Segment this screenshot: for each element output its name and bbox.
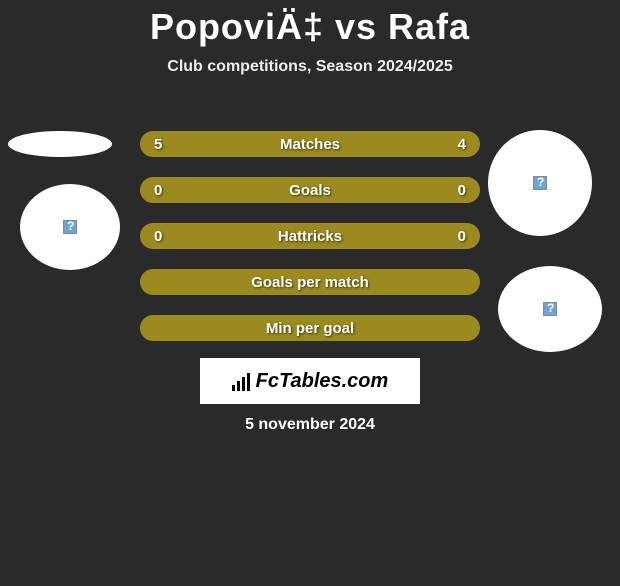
stat-label: Matches — [184, 136, 436, 153]
stat-row-matches: 5 Matches 4 — [140, 131, 480, 157]
stat-left-value: 5 — [154, 136, 184, 153]
subtitle: Club competitions, Season 2024/2025 — [0, 58, 620, 76]
decor-ellipse-top-left — [8, 131, 112, 157]
stat-row-min-per-goal: Min per goal — [140, 315, 480, 341]
stat-right-value: 0 — [436, 228, 466, 245]
page-title: PopoviÄ‡ vs Rafa — [0, 6, 620, 48]
stat-label: Goals per match — [184, 274, 436, 291]
question-icon — [543, 302, 557, 316]
chart-icon — [232, 371, 250, 391]
question-icon — [533, 176, 547, 190]
stat-left-value: 0 — [154, 182, 184, 199]
stat-row-goals: 0 Goals 0 — [140, 177, 480, 203]
player-right-avatar-placeholder-top — [488, 130, 592, 236]
date-label: 5 november 2024 — [0, 416, 620, 434]
stat-right-value: 0 — [436, 182, 466, 199]
brand-logo: FcTables.com — [200, 358, 420, 404]
player-right-avatar-placeholder-bottom — [498, 266, 602, 352]
question-icon — [63, 220, 77, 234]
stat-left-value: 0 — [154, 228, 184, 245]
stat-label: Goals — [184, 182, 436, 199]
brand-text: FcTables.com — [232, 370, 389, 393]
stat-row-hattricks: 0 Hattricks 0 — [140, 223, 480, 249]
stats-container: 5 Matches 4 0 Goals 0 0 Hattricks 0 Goal… — [140, 131, 480, 361]
player-left-avatar-placeholder — [20, 184, 120, 270]
stat-label: Min per goal — [184, 320, 436, 337]
brand-name: FcTables.com — [256, 370, 389, 393]
stat-label: Hattricks — [184, 228, 436, 245]
stat-right-value: 4 — [436, 136, 466, 153]
stat-row-goals-per-match: Goals per match — [140, 269, 480, 295]
